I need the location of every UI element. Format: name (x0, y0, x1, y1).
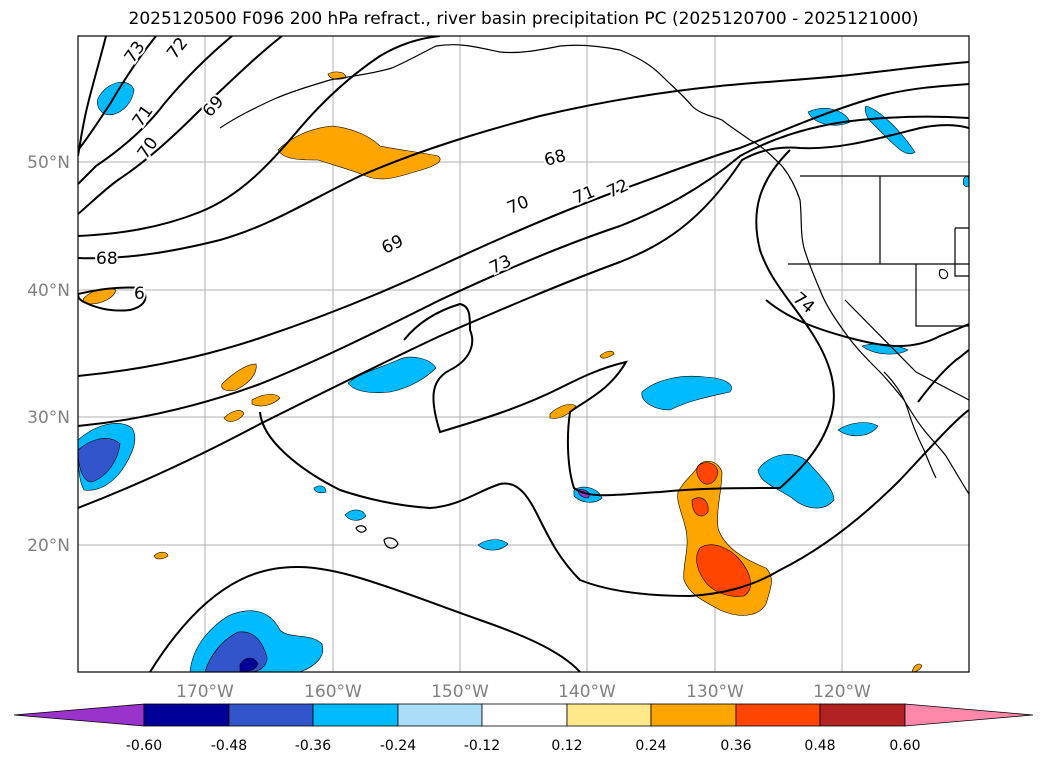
precip-region (277, 125, 441, 180)
island-hawaii (355, 525, 367, 533)
colorbar (13, 703, 1034, 727)
colorbar-bin (566, 703, 652, 727)
coastline-baja (883, 371, 937, 479)
precip-region (344, 509, 367, 521)
precip-region (696, 544, 751, 597)
island-hawaii (383, 537, 399, 549)
border-states (954, 227, 969, 277)
contour-line (78, 61, 969, 260)
colorbar-tick-label: 0.48 (804, 738, 835, 754)
coastline-north-america (749, 139, 969, 495)
contour-line (78, 36, 283, 215)
colorbar-tick-label: -0.48 (211, 738, 247, 754)
precip-region (153, 551, 169, 560)
colorbar-bin (312, 703, 399, 727)
contour-label: 68 (96, 249, 118, 269)
map-frame (77, 35, 970, 673)
contour-line (403, 149, 835, 497)
gridlines (78, 36, 969, 672)
precip-region (837, 422, 879, 437)
precip-region (221, 363, 257, 392)
precip-region (757, 454, 835, 509)
colorbar-bin (650, 703, 737, 727)
precip-region (962, 175, 969, 187)
precip-region (223, 410, 245, 422)
lat-label-20n: 20°N (27, 536, 70, 556)
coastline-alaska (219, 44, 751, 141)
contour-line (78, 124, 969, 509)
colorbar-tick-label: 0.12 (551, 738, 582, 754)
precip-region (347, 356, 437, 394)
precip-region (251, 394, 281, 407)
figure-title: 2025120500 F096 200 hPa refract., river … (128, 9, 919, 29)
precip-region (327, 71, 347, 80)
precip-region (691, 497, 709, 517)
colorbar-bin (228, 703, 314, 727)
colorbar-bin (397, 703, 483, 727)
lon-label-120w: 120°W (813, 682, 871, 702)
colorbar-tick-label: 0.24 (635, 738, 666, 754)
colorbar-tick-label: -0.60 (126, 738, 162, 754)
contour-line (78, 36, 441, 237)
contour-line (78, 115, 969, 427)
colorbar-extend-high (904, 703, 1034, 727)
precip-region (599, 350, 615, 359)
precip-region (641, 376, 732, 411)
border-states (788, 176, 969, 401)
contour-line (78, 36, 233, 185)
contour-label: 6 (134, 284, 145, 304)
colorbar-tick-label: 0.36 (720, 738, 751, 754)
contour-line (78, 83, 969, 377)
precip-region (549, 404, 577, 419)
precip-positive-regions (82, 71, 923, 672)
colorbar-tick-label: -0.36 (295, 738, 331, 754)
colorbar-tick-labels: -0.60 -0.48 -0.36 -0.24 -0.12 0.12 0.24 … (126, 738, 921, 754)
colorbar-tick-label: 0.60 (889, 738, 920, 754)
colorbar-bin (735, 703, 821, 727)
contour-line (78, 36, 157, 151)
lat-label-30n: 30°N (27, 408, 70, 428)
contour-line (78, 36, 107, 157)
lon-label-170w: 170°W (176, 682, 234, 702)
latitude-labels: 50°N 40°N 30°N 20°N (27, 153, 70, 556)
lake (938, 269, 949, 280)
longitude-labels: 170°W 160°W 150°W 140°W 130°W 120°W (176, 682, 871, 702)
lon-label-150w: 150°W (431, 682, 489, 702)
colorbar-bin (819, 703, 906, 727)
colorbar-tick-label: -0.24 (380, 738, 416, 754)
colorbar-extend-low (13, 703, 145, 727)
contour-line (78, 286, 147, 312)
lon-label-160w: 160°W (304, 682, 362, 702)
lon-label-130w: 130°W (686, 682, 744, 702)
colorbar-bin (143, 703, 230, 727)
lat-label-40n: 40°N (27, 281, 70, 301)
precip-region (97, 82, 135, 116)
contour-line (917, 349, 969, 403)
refractivity-contours (78, 36, 969, 672)
map-panel (78, 36, 969, 672)
precip-region (78, 438, 121, 483)
contour-line (149, 566, 581, 672)
precip-region (477, 539, 509, 551)
lat-label-50n: 50°N (27, 153, 70, 173)
colorbar-tick-label: -0.12 (464, 738, 500, 754)
lon-label-140w: 140°W (558, 682, 616, 702)
precip-region (696, 462, 719, 485)
contour-line (259, 409, 969, 598)
contour-line (765, 299, 969, 347)
colorbar-bin (481, 703, 568, 727)
coastlines (219, 44, 969, 549)
precip-region (313, 485, 327, 494)
